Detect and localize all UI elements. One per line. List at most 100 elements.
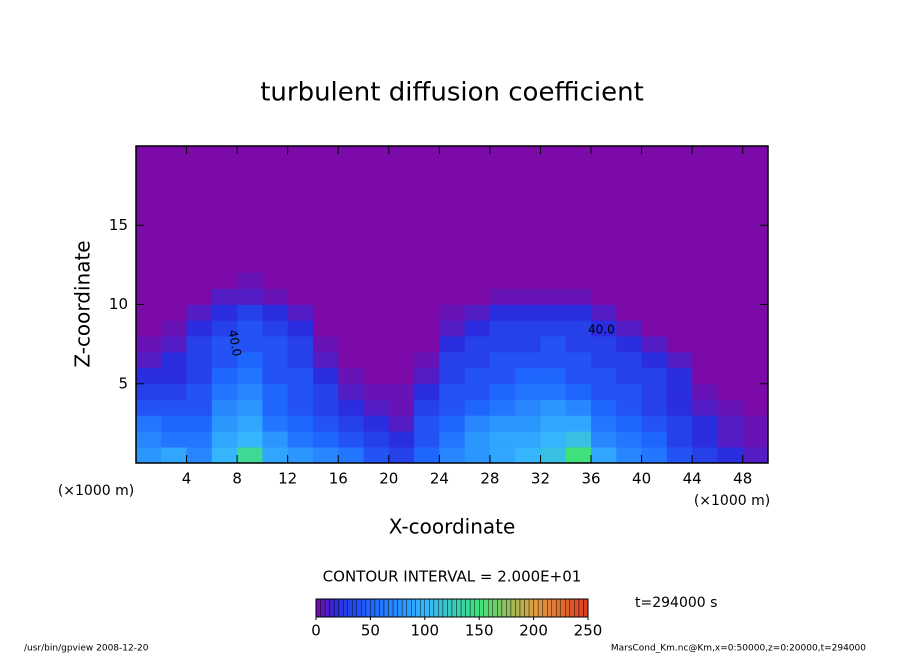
heat-cell	[565, 367, 592, 385]
heat-cell	[515, 320, 541, 337]
heat-cell	[414, 431, 440, 448]
x-axis-label: X-coordinate	[389, 515, 516, 539]
colorbar-swatch	[533, 598, 539, 618]
heat-cell	[515, 383, 541, 400]
heat-cell	[591, 415, 617, 432]
heat-cell	[211, 383, 238, 400]
heat-cell	[186, 431, 213, 448]
colorbar-swatch	[329, 598, 335, 618]
heat-cell	[666, 383, 693, 400]
heat-cell	[742, 304, 769, 321]
heat-cell	[641, 352, 668, 369]
heat-cell	[136, 399, 162, 416]
heat-cell	[565, 304, 592, 321]
heat-cell	[237, 336, 263, 353]
x-tick-label: 24	[430, 470, 449, 488]
heat-cell	[641, 272, 668, 289]
heat-cell	[161, 336, 187, 353]
y-tick-label: 5	[118, 374, 128, 392]
heat-cell	[338, 320, 364, 337]
heat-cell	[515, 367, 541, 385]
heat-cell	[717, 336, 744, 353]
heat-cell	[439, 352, 465, 369]
heat-cell	[591, 320, 617, 337]
heat-cell	[287, 352, 314, 369]
heat-cell	[616, 447, 642, 464]
heat-cell	[161, 352, 187, 369]
colorbar-swatch	[515, 598, 521, 618]
heat-cell	[692, 431, 718, 448]
heat-cell	[692, 288, 718, 305]
heat-cell	[262, 272, 288, 289]
x-tick-label: 48	[733, 470, 752, 488]
heat-cell	[489, 272, 516, 289]
heat-cell	[489, 288, 516, 305]
heat-cell	[211, 320, 238, 337]
heat-cell	[565, 320, 592, 337]
heat-cell	[363, 288, 390, 305]
heat-cell	[489, 383, 516, 400]
colorbar-swatch	[333, 598, 339, 618]
heat-cell	[666, 352, 693, 369]
heat-cell	[742, 352, 769, 369]
heat-cell	[363, 272, 390, 289]
heat-cell	[338, 383, 364, 400]
heat-cell	[388, 352, 415, 369]
heat-cell	[287, 288, 314, 305]
heat-cell	[666, 399, 693, 416]
heat-cell	[136, 336, 162, 353]
heat-cell	[338, 336, 364, 353]
colorbar-swatch	[501, 598, 507, 618]
heat-cell	[591, 352, 617, 369]
colorbar-swatch	[565, 598, 571, 618]
heat-cell	[287, 336, 314, 353]
heat-cell	[464, 336, 491, 353]
heat-cell	[692, 336, 718, 353]
y-unit-label: (×1000 m)	[58, 483, 134, 499]
heat-cell	[464, 272, 491, 289]
heat-cell	[616, 320, 642, 337]
colorbar-swatch	[370, 598, 376, 618]
heat-cell	[616, 288, 642, 305]
heat-cell	[312, 431, 339, 448]
heat-cell	[211, 288, 238, 305]
heat-cell	[692, 399, 718, 416]
contour-label: 40.0	[226, 329, 244, 358]
colorbar-swatch	[524, 598, 530, 618]
heat-cell	[312, 367, 339, 385]
colorbar-swatch	[429, 598, 435, 618]
colorbar-swatch	[537, 598, 543, 618]
heat-cell	[641, 399, 668, 416]
heat-cell	[540, 320, 567, 337]
colorbar-swatch	[433, 598, 439, 618]
heat-cell	[464, 320, 491, 337]
heat-cell	[616, 272, 642, 289]
heat-cell	[136, 288, 162, 305]
heat-cell	[565, 415, 592, 432]
x-tick-label: 4	[182, 470, 192, 488]
heat-cell	[136, 320, 162, 337]
heat-cell	[591, 367, 617, 385]
heat-cell	[237, 415, 263, 432]
colorbar-swatch	[456, 598, 462, 618]
heat-cell	[515, 272, 541, 289]
heat-cell	[237, 447, 263, 464]
heat-cell	[616, 399, 642, 416]
colorbar-swatch	[551, 598, 557, 618]
heat-cell	[641, 336, 668, 353]
heat-cell	[136, 447, 162, 464]
heat-cell	[287, 415, 314, 432]
heat-cell	[641, 304, 668, 321]
heat-cell	[692, 415, 718, 432]
heat-cell	[338, 447, 364, 464]
colorbar-swatch	[474, 598, 480, 618]
heat-cell	[717, 399, 744, 416]
x-tick-label: 12	[278, 470, 297, 488]
heat-cell	[515, 352, 541, 369]
heat-cell	[287, 447, 314, 464]
heat-cell	[287, 304, 314, 321]
colorbar-swatch	[401, 598, 407, 618]
heat-cell	[363, 352, 390, 369]
heat-cell	[464, 415, 491, 432]
